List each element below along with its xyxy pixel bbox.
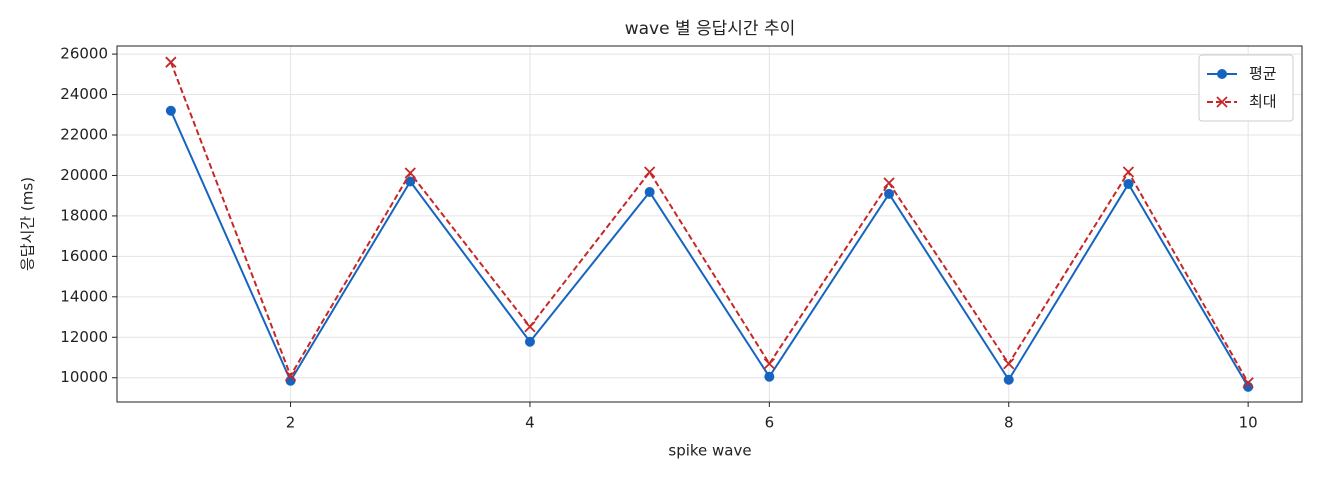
point (1003, 358, 1015, 370)
legend-marker (1217, 69, 1227, 79)
point (165, 56, 177, 68)
point (1003, 374, 1014, 385)
legend-box (1198, 54, 1294, 122)
point (1242, 377, 1254, 389)
point (1123, 178, 1134, 189)
legend-label: 평균 (1249, 65, 1277, 83)
y-tick-label: 14000 (60, 287, 108, 305)
y-tick-label: 18000 (60, 206, 108, 224)
x-tick-label: 4 (525, 414, 535, 432)
point (284, 370, 297, 382)
point (404, 167, 416, 179)
y-tick-label: 24000 (60, 85, 108, 103)
y-tick-label: 26000 (60, 45, 108, 63)
point (165, 105, 176, 116)
x-tick-label: 6 (765, 414, 775, 432)
y-tick-label: 12000 (60, 328, 108, 346)
y-tick-label: 16000 (60, 247, 108, 265)
y-tick-label: 20000 (60, 166, 108, 184)
point (764, 371, 775, 382)
y-tick-label: 10000 (60, 368, 108, 386)
point (1122, 166, 1135, 178)
y-tick-label: 22000 (60, 126, 108, 144)
y-axis-label: 응답시간 (ms) (19, 177, 37, 271)
x-tick-label: 8 (1004, 414, 1014, 432)
x-axis-label: spike wave (668, 442, 751, 460)
point (883, 177, 895, 189)
point (524, 321, 536, 333)
series-line (169, 61, 1250, 384)
point (644, 166, 656, 178)
x-tick-label: 10 (1239, 414, 1258, 432)
plot-frame (116, 45, 1303, 403)
legend-label: 최대 (1249, 93, 1277, 111)
point (884, 188, 895, 199)
series-line (169, 110, 1250, 388)
point (524, 336, 535, 347)
point (644, 187, 655, 198)
chart-title: wave 별 응답시간 추이 (625, 19, 796, 39)
legend-marker (1216, 96, 1228, 108)
point (405, 176, 416, 187)
x-tick-label: 2 (286, 414, 296, 432)
point (763, 358, 775, 370)
